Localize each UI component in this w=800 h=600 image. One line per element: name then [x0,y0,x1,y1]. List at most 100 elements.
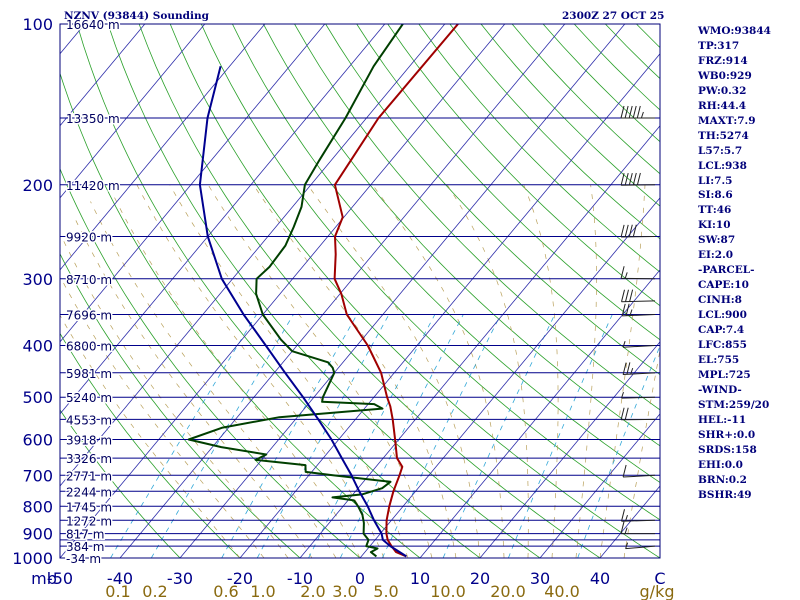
index-item: MPL:725 [698,368,751,381]
height-label: 1272 m [66,514,112,528]
height-label: 3918 m [66,434,112,448]
parcel-line [198,66,407,558]
pressure-label-600: 600 [22,431,53,450]
height-label: 5240 m [66,391,112,405]
wind-barb-550 [620,407,656,421]
index-item: FRZ:914 [698,54,748,67]
wind-barb-400 [622,341,656,348]
pressure-label-700: 700 [22,466,53,485]
isotherm [539,413,660,558]
height-label: 9920 m [66,230,112,244]
index-item: WMO:93844 [698,25,771,37]
mixing-ratio-label: 40.0 [544,582,580,600]
index-item: LCL:938 [698,159,747,172]
indices-panel: WMO:93844 TP:317 FRZ:914 WB0:929 PW:0.32 RH:4… [698,24,798,503]
height-label: 8710 m [66,273,112,287]
isotherm [299,125,660,558]
temp-tick-label: 10 [410,569,430,588]
wind-barb-250 [620,224,656,238]
chart-title: NZNV (93844) Sounding [64,10,209,22]
index-item: CINH:8 [698,294,742,307]
moist-adiabat [60,275,265,558]
height-label: 5981 m [66,367,112,381]
mixing-ratio-label: 1.0 [250,582,275,600]
chart-timestamp: 2300Z 27 OCT 25 [562,10,665,22]
dewpoint-line [187,24,404,558]
index-item: SI:8.6 [698,189,733,202]
mixing-ratio-line [221,314,358,558]
wind-barbs [620,105,656,550]
pressure-label-300: 300 [22,270,53,289]
temp-tick-label: -50 [47,569,73,588]
isotherm [179,24,626,558]
pressure-label-200: 200 [22,176,53,195]
height-label: 384 m [66,540,104,554]
wind-barb-150 [620,105,655,119]
height-label: 2771 m [66,469,112,483]
height-label: 16640 m [66,18,120,32]
index-item: TT:46 [698,204,732,217]
temp-tick-label: 30 [530,569,550,588]
index-item: BRN:0.2 [698,473,747,486]
index-item: SRDS:158 [698,443,757,456]
wind-barb-350 [621,303,656,317]
pressure-label-800: 800 [22,497,53,516]
index-item: SW:87 [698,234,736,247]
index-item: MAXT:7.9 [698,114,756,127]
isotherm [359,197,660,558]
wind-barb-900 [620,521,655,535]
mb-unit-label: mb [31,569,57,588]
pressure-label-900: 900 [22,525,53,544]
index-item: CAPE:10 [698,279,749,292]
temp-tick-label: 40 [590,569,610,588]
plot-frame [59,23,661,559]
plot-border [59,23,661,559]
pressure-label-400: 400 [22,337,53,356]
index-item: KI:10 [698,219,731,232]
temperature-line [333,24,459,558]
wind-barb-450 [622,362,656,376]
height-label: 13350 m [66,112,120,126]
index-item: EI:2.0 [698,249,734,262]
height-label: 7696 m [66,309,112,323]
index-item: CAP:7.4 [698,324,745,337]
mixing-ratio-label: 10.0 [430,582,466,600]
height-label: -34 m [66,552,101,566]
moist-adiabat [523,184,559,558]
temp-tick-label: 0 [355,569,365,588]
sounding-series [187,24,459,558]
wind-barb-700 [622,464,656,478]
mixing-ratio-label: 5.0 [373,582,398,600]
isotherm [119,24,566,558]
moist-adiabat [136,184,385,558]
isotherm [60,24,266,271]
wind-barb-300 [620,266,656,280]
index-item: LCL:900 [698,309,747,322]
index-item: WB0:929 [698,69,752,82]
moist-adiabat [575,184,597,558]
temp-tick-label: -40 [107,569,133,588]
mixing-ratio-label: 20.0 [490,582,526,600]
mixing-ratio-line [308,314,436,558]
index-item: PW:0.32 [698,84,747,97]
moist-adiabat [446,184,529,558]
height-label: 4553 m [66,413,112,427]
mixing-ratio-line [339,314,464,558]
temp-unit-label: C [654,569,665,588]
mixing-ratio-line [150,314,294,558]
wind-barb-500 [621,391,656,399]
index-item: BSHR:49 [698,488,752,501]
index-item: -PARCEL- [698,264,755,277]
height-label: 11420 m [66,179,120,193]
height-label: 3326 m [66,452,112,466]
index-item: EHI:0.0 [698,458,743,471]
index-item: LFC:855 [698,339,747,352]
moist-adiabat [60,314,241,558]
isotherm [60,24,506,558]
index-item: HEL:-11 [698,413,747,426]
mixing-ratio-label: 0.2 [142,582,167,600]
isotherm [239,53,660,558]
